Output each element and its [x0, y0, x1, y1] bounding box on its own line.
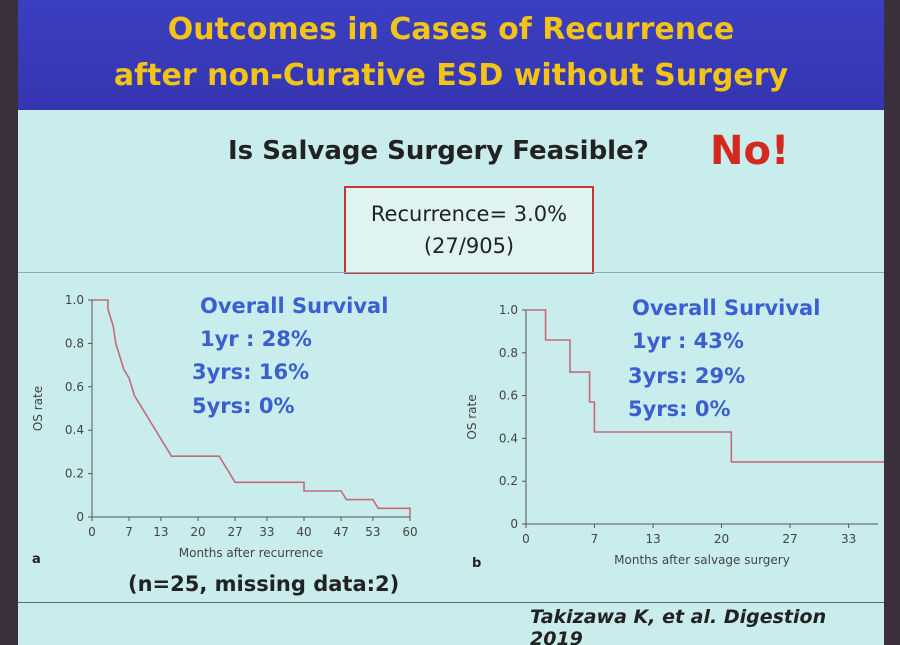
question-text: Is Salvage Surgery Feasible? — [228, 136, 649, 166]
chart-b: 0 0.2 0.4 0.6 0.8 1.0 0 7 13 20 27 33 Months after s… — [465, 303, 884, 567]
chart-a-title: Overall Survival — [200, 294, 389, 318]
title-banner: Outcomes in Cases of Recurrence after no… — [18, 0, 884, 110]
chart-b-ytick-label: 0.4 — [499, 431, 518, 445]
chart-b-survival-curve — [526, 309, 884, 463]
chart-a-xtick-label: 60 — [402, 525, 417, 539]
title-line-2: after non-Curative ESD without Surgery — [113, 58, 789, 93]
chart-a-xtick-label: 13 — [153, 525, 168, 539]
chart-b-ytick-label: 0 — [510, 517, 518, 531]
chart-a-xtick-label: 47 — [333, 525, 348, 539]
chart-b-xtick-label: 33 — [841, 532, 856, 546]
answer-text: No! — [710, 128, 790, 174]
chart-a-panel-label: a — [32, 552, 41, 567]
chart-panel — [18, 272, 884, 613]
chart-a-stat-5yr: 5yrs: 0% — [192, 394, 295, 418]
chart-a-xtick-label: 7 — [125, 525, 133, 539]
chart-b-ytick-label: 0.2 — [499, 474, 518, 488]
chart-b-stat-3yr: 3yrs: 29% — [628, 364, 746, 388]
chart-b-panel-label: b — [472, 556, 482, 571]
chart-b-title: Overall Survival — [632, 296, 821, 320]
chart-a-ytick-label: 0.8 — [65, 336, 84, 350]
chart-a-xtick-label: 27 — [227, 525, 242, 539]
chart-a-stat-3yr: 3yrs: 16% — [192, 360, 310, 384]
chart-a-xtick-label: 53 — [365, 525, 380, 539]
chart-a-ylabel: OS rate — [31, 386, 45, 431]
chart-b-ytick-label: 0.6 — [499, 389, 518, 403]
slide: Outcomes in Cases of Recurrence after no… — [18, 0, 884, 645]
chart-b-xtick-label: 0 — [522, 532, 530, 546]
title-line-1: Outcomes in Cases of Recurrence — [167, 12, 735, 47]
citation: Takizawa K, et al. Digestion 2019 — [530, 606, 827, 645]
chart-a-xtick-label: 33 — [259, 525, 274, 539]
chart-b-ytick-label: 0.8 — [499, 346, 518, 360]
chart-b-ytick-label: 1.0 — [499, 303, 518, 317]
chart-b-ylabel: OS rate — [465, 394, 479, 439]
recurrence-rate: Recurrence= 3.0% — [370, 202, 568, 226]
chart-a-xlabel: Months after recurrence — [179, 546, 324, 560]
chart-b-stat-1yr: 1yr : 43% — [632, 329, 744, 353]
chart-b-xtick-label: 13 — [645, 532, 660, 546]
chart-a-xtick-label: 0 — [88, 525, 96, 539]
chart-a-survival-curve — [92, 299, 411, 517]
chart-a-ytick-label: 1.0 — [65, 293, 84, 307]
chart-a-xtick-label: 40 — [296, 525, 311, 539]
recurrence-count: (27/905) — [423, 234, 515, 258]
chart-b-stat-5yr: 5yrs: 0% — [628, 397, 731, 421]
chart-a-stat-1yr: 1yr : 28% — [200, 327, 312, 351]
chart-b-xlabel: Months after salvage surgery — [614, 553, 790, 567]
footer-divider — [18, 602, 884, 603]
chart-a-xtick-label: 20 — [190, 525, 205, 539]
sample-note: (n=25, missing data:2) — [128, 572, 400, 596]
chart-b-xtick-label: 20 — [714, 532, 729, 546]
recurrence-box: Recurrence= 3.0% (27/905) — [344, 186, 594, 274]
chart-a-ytick-label: 0.2 — [65, 467, 84, 481]
chart-a-ytick-label: 0 — [76, 510, 84, 524]
chart-b-xtick-label: 27 — [782, 532, 797, 546]
chart-b-xtick-label: 7 — [591, 532, 599, 546]
chart-a-ytick-label: 0.6 — [65, 380, 84, 394]
chart-a-ytick-label: 0.4 — [65, 423, 84, 437]
chart-a: 0 0.2 0.4 0.6 0.8 1.0 0 7 13 20 27 33 40 47 53 60 Months… — [31, 293, 418, 560]
